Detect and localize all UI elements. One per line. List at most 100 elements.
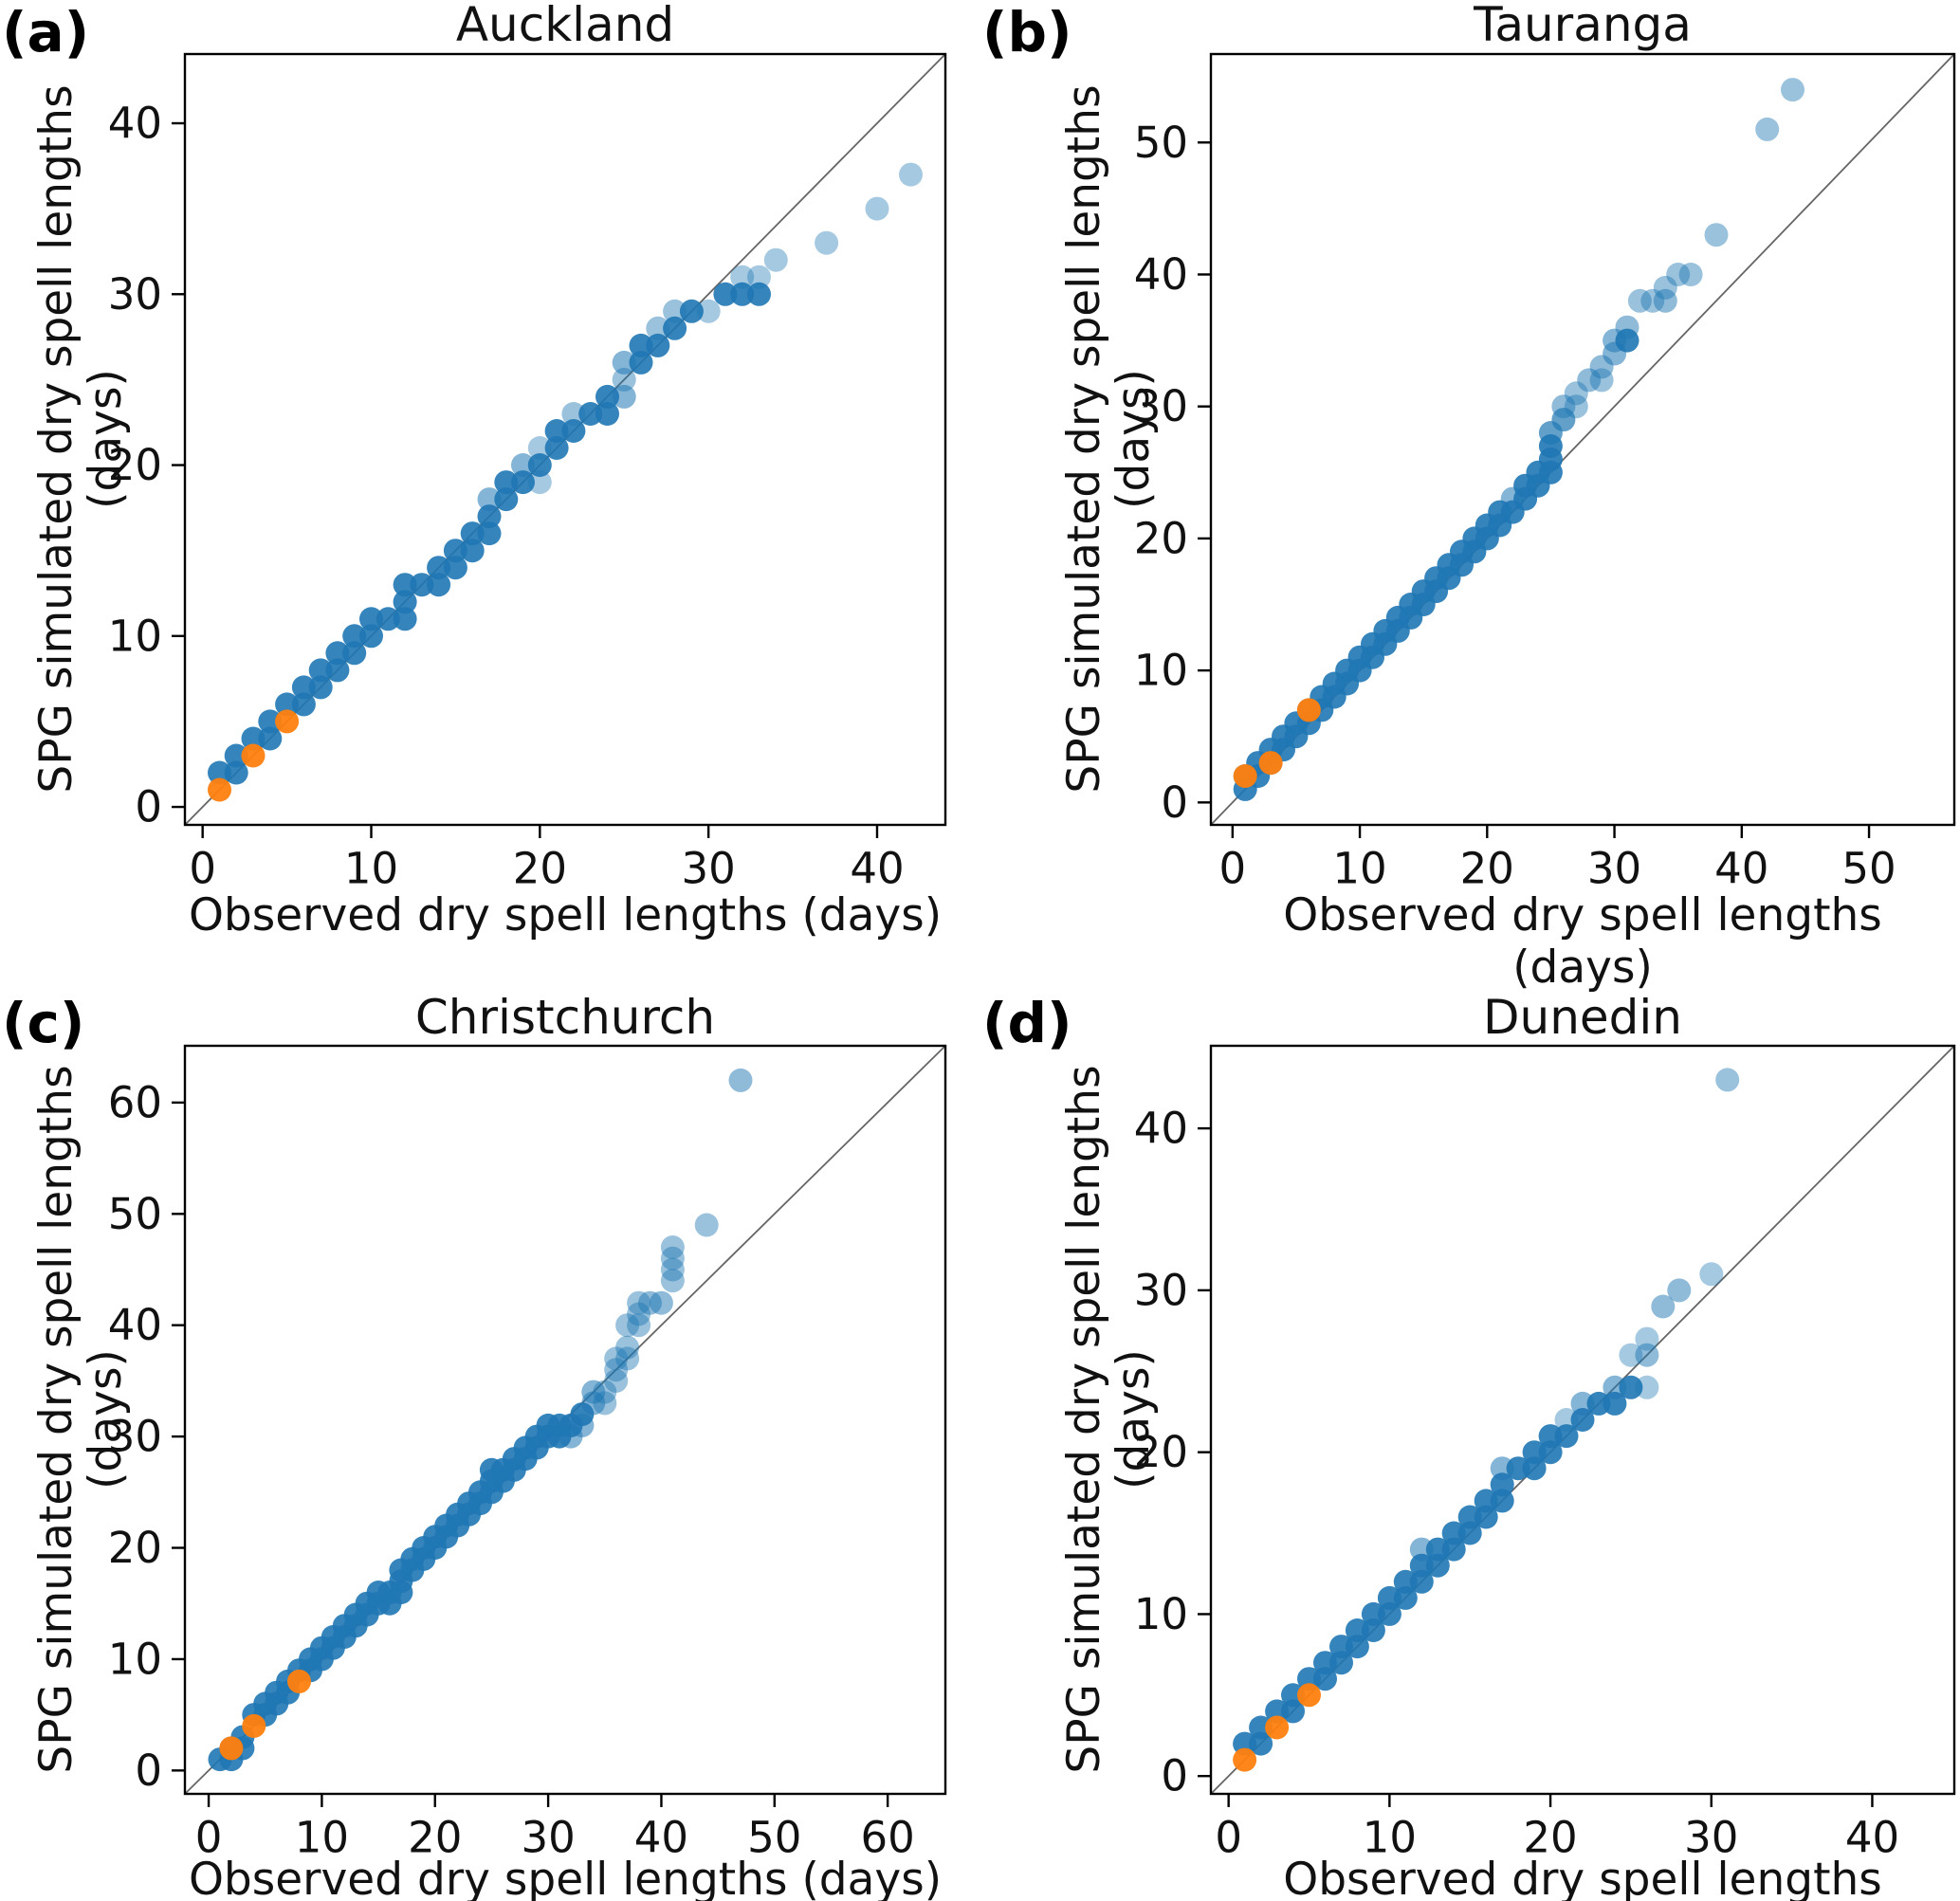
data-point <box>1265 1715 1290 1740</box>
series-simulated-vs-observed <box>1233 78 1804 801</box>
data-point <box>593 1380 617 1404</box>
data-point <box>604 1346 629 1371</box>
x-axis-label: Observed dry spell lengths (days) <box>188 1854 943 1901</box>
y-tick-label: 10 <box>1134 1589 1188 1639</box>
plot-title: Tauranga <box>1474 0 1692 52</box>
panel-tauranga: 0 10 20 30 40 50 0 10 20 30 40 50 (b) Tauranga SPG … <box>980 0 1960 994</box>
data-point <box>1490 1489 1514 1513</box>
data-point <box>359 624 383 649</box>
data-point <box>1361 1618 1385 1642</box>
data-point <box>1667 1278 1692 1303</box>
y-tick-label: 50 <box>1134 118 1188 168</box>
data-point <box>1329 1651 1353 1675</box>
data-point <box>763 247 788 272</box>
data-point <box>1564 394 1588 419</box>
x-axis-label: Observed dry spell lengths (days) <box>188 889 943 941</box>
data-point <box>427 573 451 597</box>
data-point <box>393 573 417 597</box>
data-point <box>393 607 417 631</box>
y-tick-label: 30 <box>1134 381 1188 431</box>
data-point <box>747 282 771 306</box>
data-point <box>595 384 619 409</box>
scatter-plot-dunedin: 0 10 20 30 40 0 10 20 30 40 <box>1134 1044 1956 1863</box>
y-tick-label: 30 <box>108 269 162 320</box>
data-point <box>1554 1424 1579 1449</box>
data-point <box>660 1269 685 1293</box>
data-point <box>1699 1262 1724 1287</box>
data-point <box>477 521 502 546</box>
data-point <box>1653 288 1677 313</box>
panel-christchurch: 0 10 20 30 40 50 60 0 10 20 30 40 50 60 (c) Christchu… <box>0 951 980 1901</box>
series-highlighted-short-spells <box>1233 698 1321 788</box>
x-tick-label: 20 <box>513 844 567 894</box>
y-tick-label: 0 <box>135 782 162 832</box>
scatter-plot-christchurch: 0 10 20 30 40 50 60 0 10 20 30 40 50 60 <box>108 1044 947 1863</box>
y-tick-label: 0 <box>1161 1751 1188 1801</box>
x-tick-label: 30 <box>1684 1813 1738 1863</box>
plot-title: Christchurch <box>414 990 716 1045</box>
series-highlighted-short-spells <box>219 1669 311 1761</box>
y-axis-label: SPG simulated dry spell lengths (days) <box>30 84 132 794</box>
x-tick-label: 50 <box>747 1813 801 1863</box>
data-point <box>694 1213 719 1237</box>
data-point <box>604 1368 629 1393</box>
data-point <box>1409 1569 1434 1594</box>
plot-frame <box>183 52 947 827</box>
data-point <box>511 470 535 495</box>
data-point <box>1651 1294 1676 1319</box>
data-point <box>1627 288 1652 313</box>
data-point <box>443 556 467 580</box>
data-point <box>578 402 603 426</box>
data-point <box>287 1669 311 1693</box>
scatter-plot-tauranga: 0 10 20 30 40 50 0 10 20 30 40 50 <box>1134 52 1956 894</box>
data-point <box>595 402 619 426</box>
data-point <box>1781 78 1804 102</box>
data-point <box>460 521 485 546</box>
data-point <box>561 402 586 426</box>
data-point <box>646 333 670 357</box>
x-axis-label: Observed dry spell lengths (days) <box>1283 1854 1882 1901</box>
data-point <box>1258 751 1283 776</box>
data-point <box>410 573 434 597</box>
y-tick-label: 40 <box>108 99 162 149</box>
data-point <box>241 726 266 751</box>
data-point <box>1615 315 1639 339</box>
x-tick-label: 40 <box>850 844 904 894</box>
x-tick-label: 20 <box>408 1813 462 1863</box>
data-point <box>1296 698 1321 722</box>
x-axis-label: Observed dry spell lengths (days) <box>1283 889 1882 994</box>
data-point <box>615 1313 640 1338</box>
data-point <box>1570 1408 1595 1432</box>
data-point <box>615 1335 640 1360</box>
x-tick-label: 0 <box>1219 844 1247 894</box>
x-tick-label: 50 <box>1841 844 1896 894</box>
data-point <box>1538 1440 1563 1465</box>
panel-auckland: 0 10 20 30 40 0 10 20 30 40 (a) Auckland SPG simu… <box>0 0 980 951</box>
data-point <box>477 487 502 512</box>
y-tick-label: 20 <box>108 440 162 490</box>
data-point <box>258 726 283 751</box>
x-tick-label: 10 <box>1332 844 1386 894</box>
data-point <box>291 692 316 717</box>
y-tick-label: 40 <box>108 1300 162 1350</box>
data-point <box>1551 394 1576 419</box>
y-tick-label: 20 <box>1134 1427 1188 1477</box>
panel-letter: (c) <box>2 991 85 1055</box>
data-point <box>561 419 586 443</box>
data-point <box>308 675 333 700</box>
data-point <box>291 675 316 700</box>
series-highlighted-short-spells <box>208 709 300 802</box>
data-point <box>427 556 451 580</box>
panel-letter: (a) <box>2 0 90 64</box>
data-point <box>1635 1326 1659 1351</box>
y-tick-label: 30 <box>108 1412 162 1462</box>
x-tick-label: 40 <box>1845 1813 1899 1863</box>
data-point <box>1297 1683 1321 1708</box>
data-point <box>696 299 721 323</box>
data-point <box>629 350 653 375</box>
data-point <box>730 265 755 289</box>
data-point <box>1345 1635 1369 1659</box>
data-point <box>899 162 923 187</box>
data-point <box>275 709 300 734</box>
